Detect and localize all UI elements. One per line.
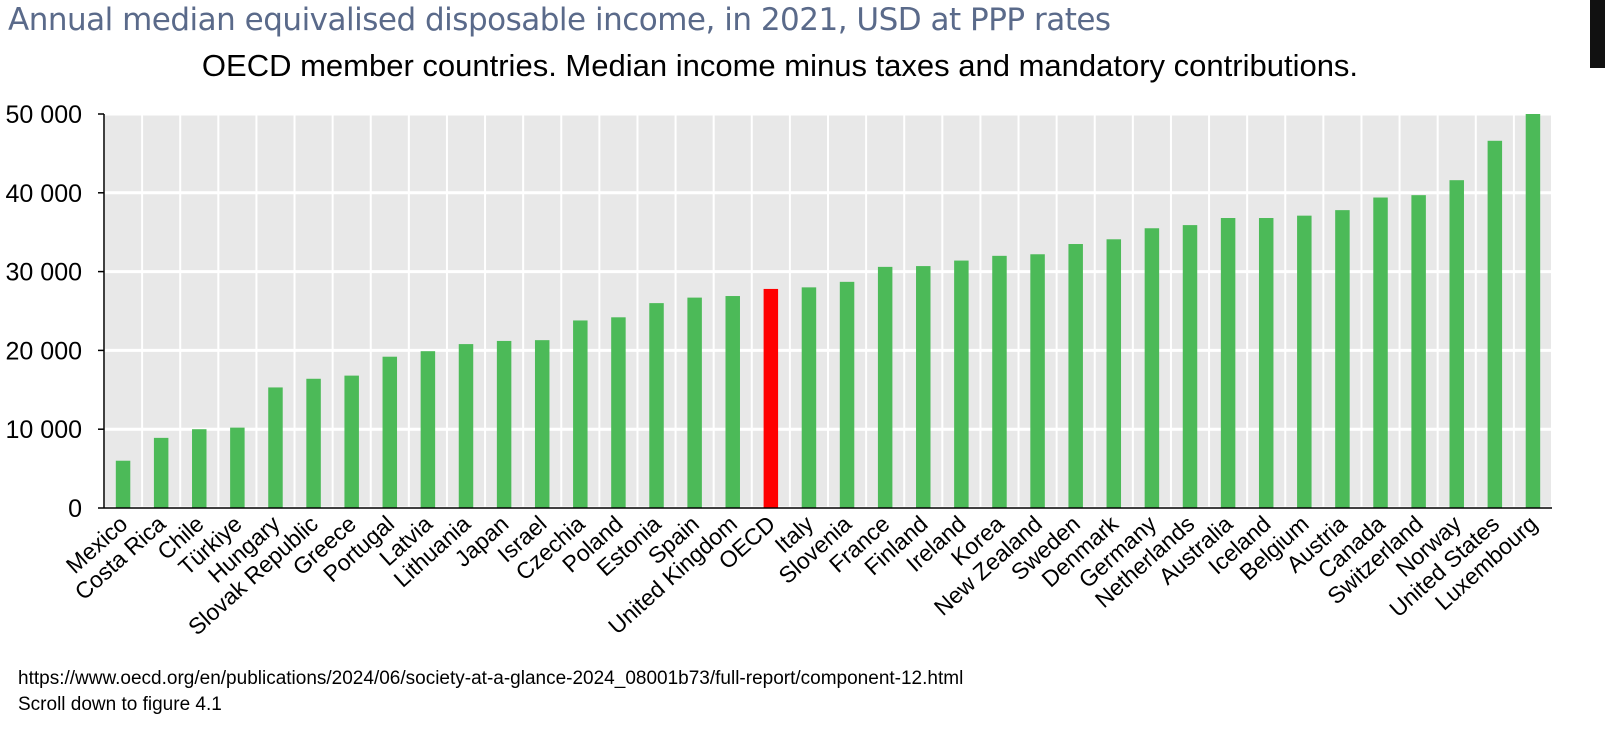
bar-united-kingdom — [725, 296, 740, 508]
bar-iceland — [1258, 218, 1274, 508]
bar-hungary — [268, 387, 283, 508]
bar-t-rkiye — [230, 427, 245, 508]
bar-oecd — [763, 288, 779, 508]
bar-costa-rica — [153, 437, 169, 508]
y-tick-label: 10 000 — [6, 416, 82, 444]
bar-korea — [992, 255, 1007, 508]
bar-switzerland — [1411, 195, 1426, 508]
bar-austria — [1335, 210, 1350, 509]
y-tick-label: 0 — [68, 495, 82, 523]
source-note: Scroll down to figure 4.1 — [18, 694, 222, 715]
bar-australia — [1220, 218, 1236, 508]
bar-japan — [496, 340, 512, 508]
bar-mexico — [115, 460, 131, 508]
y-tick-label: 40 000 — [6, 180, 82, 208]
bar-portugal — [382, 356, 398, 508]
bar-germany — [1144, 228, 1160, 508]
bar-denmark — [1106, 239, 1122, 509]
bar-luxembourg — [1525, 114, 1541, 508]
bar-norway — [1449, 180, 1464, 508]
y-tick-label: 20 000 — [6, 337, 82, 365]
bar-france — [877, 266, 893, 508]
bar-lithuania — [458, 344, 474, 508]
source-url[interactable]: https://www.oecd.org/en/publications/202… — [18, 668, 964, 689]
bar-ireland — [954, 260, 969, 508]
bar-italy — [801, 287, 817, 508]
bar-finland — [916, 266, 931, 508]
bar-netherlands — [1182, 225, 1198, 508]
bar-slovenia — [839, 281, 855, 508]
bar-greece — [344, 375, 359, 508]
bar-canada — [1373, 197, 1388, 508]
bar-slovak-republic — [306, 378, 321, 508]
bar-new-zealand — [1030, 254, 1045, 508]
bar-israel — [534, 340, 550, 508]
window-edge — [1590, 0, 1605, 68]
bar-latvia — [420, 351, 436, 508]
chart-subtitle: OECD member countries. Median income min… — [201, 48, 1359, 83]
y-tick-label: 30 000 — [6, 259, 82, 287]
source-citation: https://www.oecd.org/en/publications/202… — [18, 666, 963, 718]
bar-poland — [611, 317, 626, 508]
bar-united-states — [1487, 140, 1503, 508]
bar-estonia — [649, 303, 664, 508]
bar-sweden — [1068, 244, 1083, 508]
bar-belgium — [1297, 215, 1312, 508]
bar-chile — [192, 429, 207, 508]
bar-spain — [687, 297, 702, 508]
y-tick-label: 50 000 — [6, 101, 82, 129]
bar-czechia — [573, 320, 588, 508]
chart-title: Annual median equivalised disposable inc… — [8, 2, 1111, 38]
